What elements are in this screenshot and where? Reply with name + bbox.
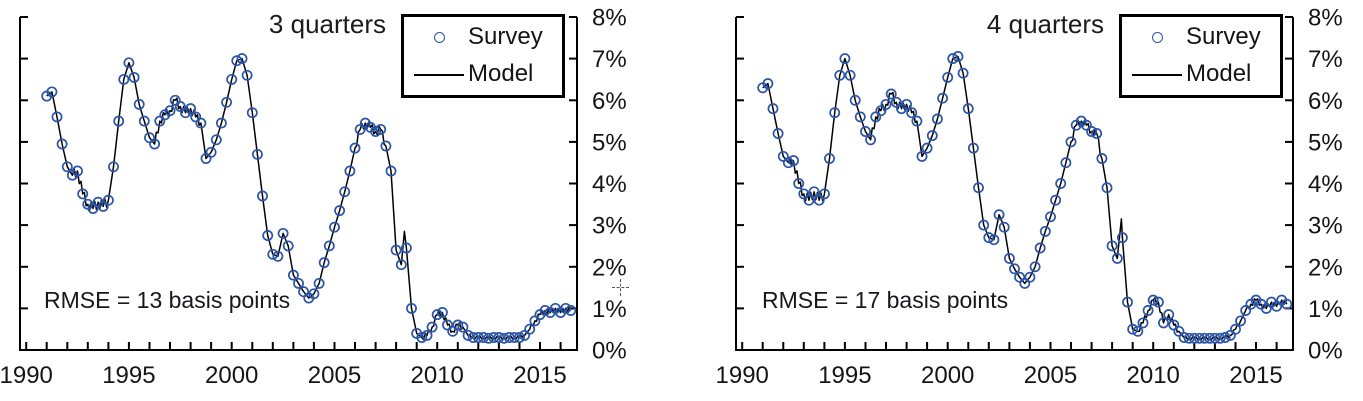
axis-tick-labels: 0% 1% 2% 3% 4% 5% 6% 7% 8% 1990 1995 2000 2005 2010 20… [0,5,627,390]
right-panel-title: 4 quarters [986,9,1104,39]
survey-series-markers [757,51,1293,344]
svg-text:6%: 6% [1308,88,1343,115]
survey-marker-icon [1128,32,1186,43]
survey-series-markers [41,53,577,344]
svg-text:1%: 1% [1308,296,1343,323]
svg-text:2015: 2015 [513,362,566,389]
svg-text:2010: 2010 [1127,362,1180,389]
legend-label-survey: Survey [468,23,543,51]
legend-label-model: Model [468,60,534,88]
svg-text:8%: 8% [592,5,627,32]
svg-text:1995: 1995 [818,362,871,389]
model-line-icon [1128,73,1186,76]
svg-text:0%: 0% [1308,338,1343,365]
axis-tick-labels: 0% 1% 2% 3% 4% 5% 6% 7% 8% 1990 1995 2000 2005 2010 20… [716,5,1343,390]
svg-text:1%: 1% [592,296,627,323]
legend-label-model: Model [1186,60,1252,88]
svg-text:3%: 3% [592,213,627,240]
svg-text:8%: 8% [1308,5,1343,32]
panel-axes [19,16,578,351]
panel-axes [735,16,1294,351]
svg-text:1990: 1990 [0,362,53,389]
svg-text:4%: 4% [1308,171,1343,198]
svg-text:2015: 2015 [1229,362,1282,389]
svg-text:0%: 0% [592,338,627,365]
left-panel-title: 3 quarters [268,9,386,39]
svg-text:1990: 1990 [716,362,769,389]
svg-text:7%: 7% [1308,46,1343,73]
svg-text:1995: 1995 [102,362,155,389]
svg-text:7%: 7% [592,46,627,73]
right-panel-legend: Survey Model [1119,14,1283,98]
svg-text:3%: 3% [1308,213,1343,240]
svg-text:2%: 2% [1308,254,1343,281]
svg-text:2%: 2% [592,254,627,281]
svg-text:2005: 2005 [308,362,361,389]
model-line-icon [410,73,468,76]
survey-marker-icon [410,32,468,43]
legend-label-survey: Survey [1186,23,1261,51]
svg-text:4%: 4% [592,171,627,198]
svg-text:2000: 2000 [205,362,258,389]
svg-text:2010: 2010 [411,362,464,389]
svg-text:2005: 2005 [1024,362,1077,389]
left-rmse-annotation: RMSE = 13 basis points [44,287,291,313]
right-rmse-annotation: RMSE = 17 basis points [762,287,1009,313]
svg-text:5%: 5% [592,129,627,156]
left-panel-legend: Survey Model [401,14,565,98]
svg-text:6%: 6% [592,88,627,115]
svg-text:5%: 5% [1308,129,1343,156]
svg-text:2000: 2000 [921,362,974,389]
